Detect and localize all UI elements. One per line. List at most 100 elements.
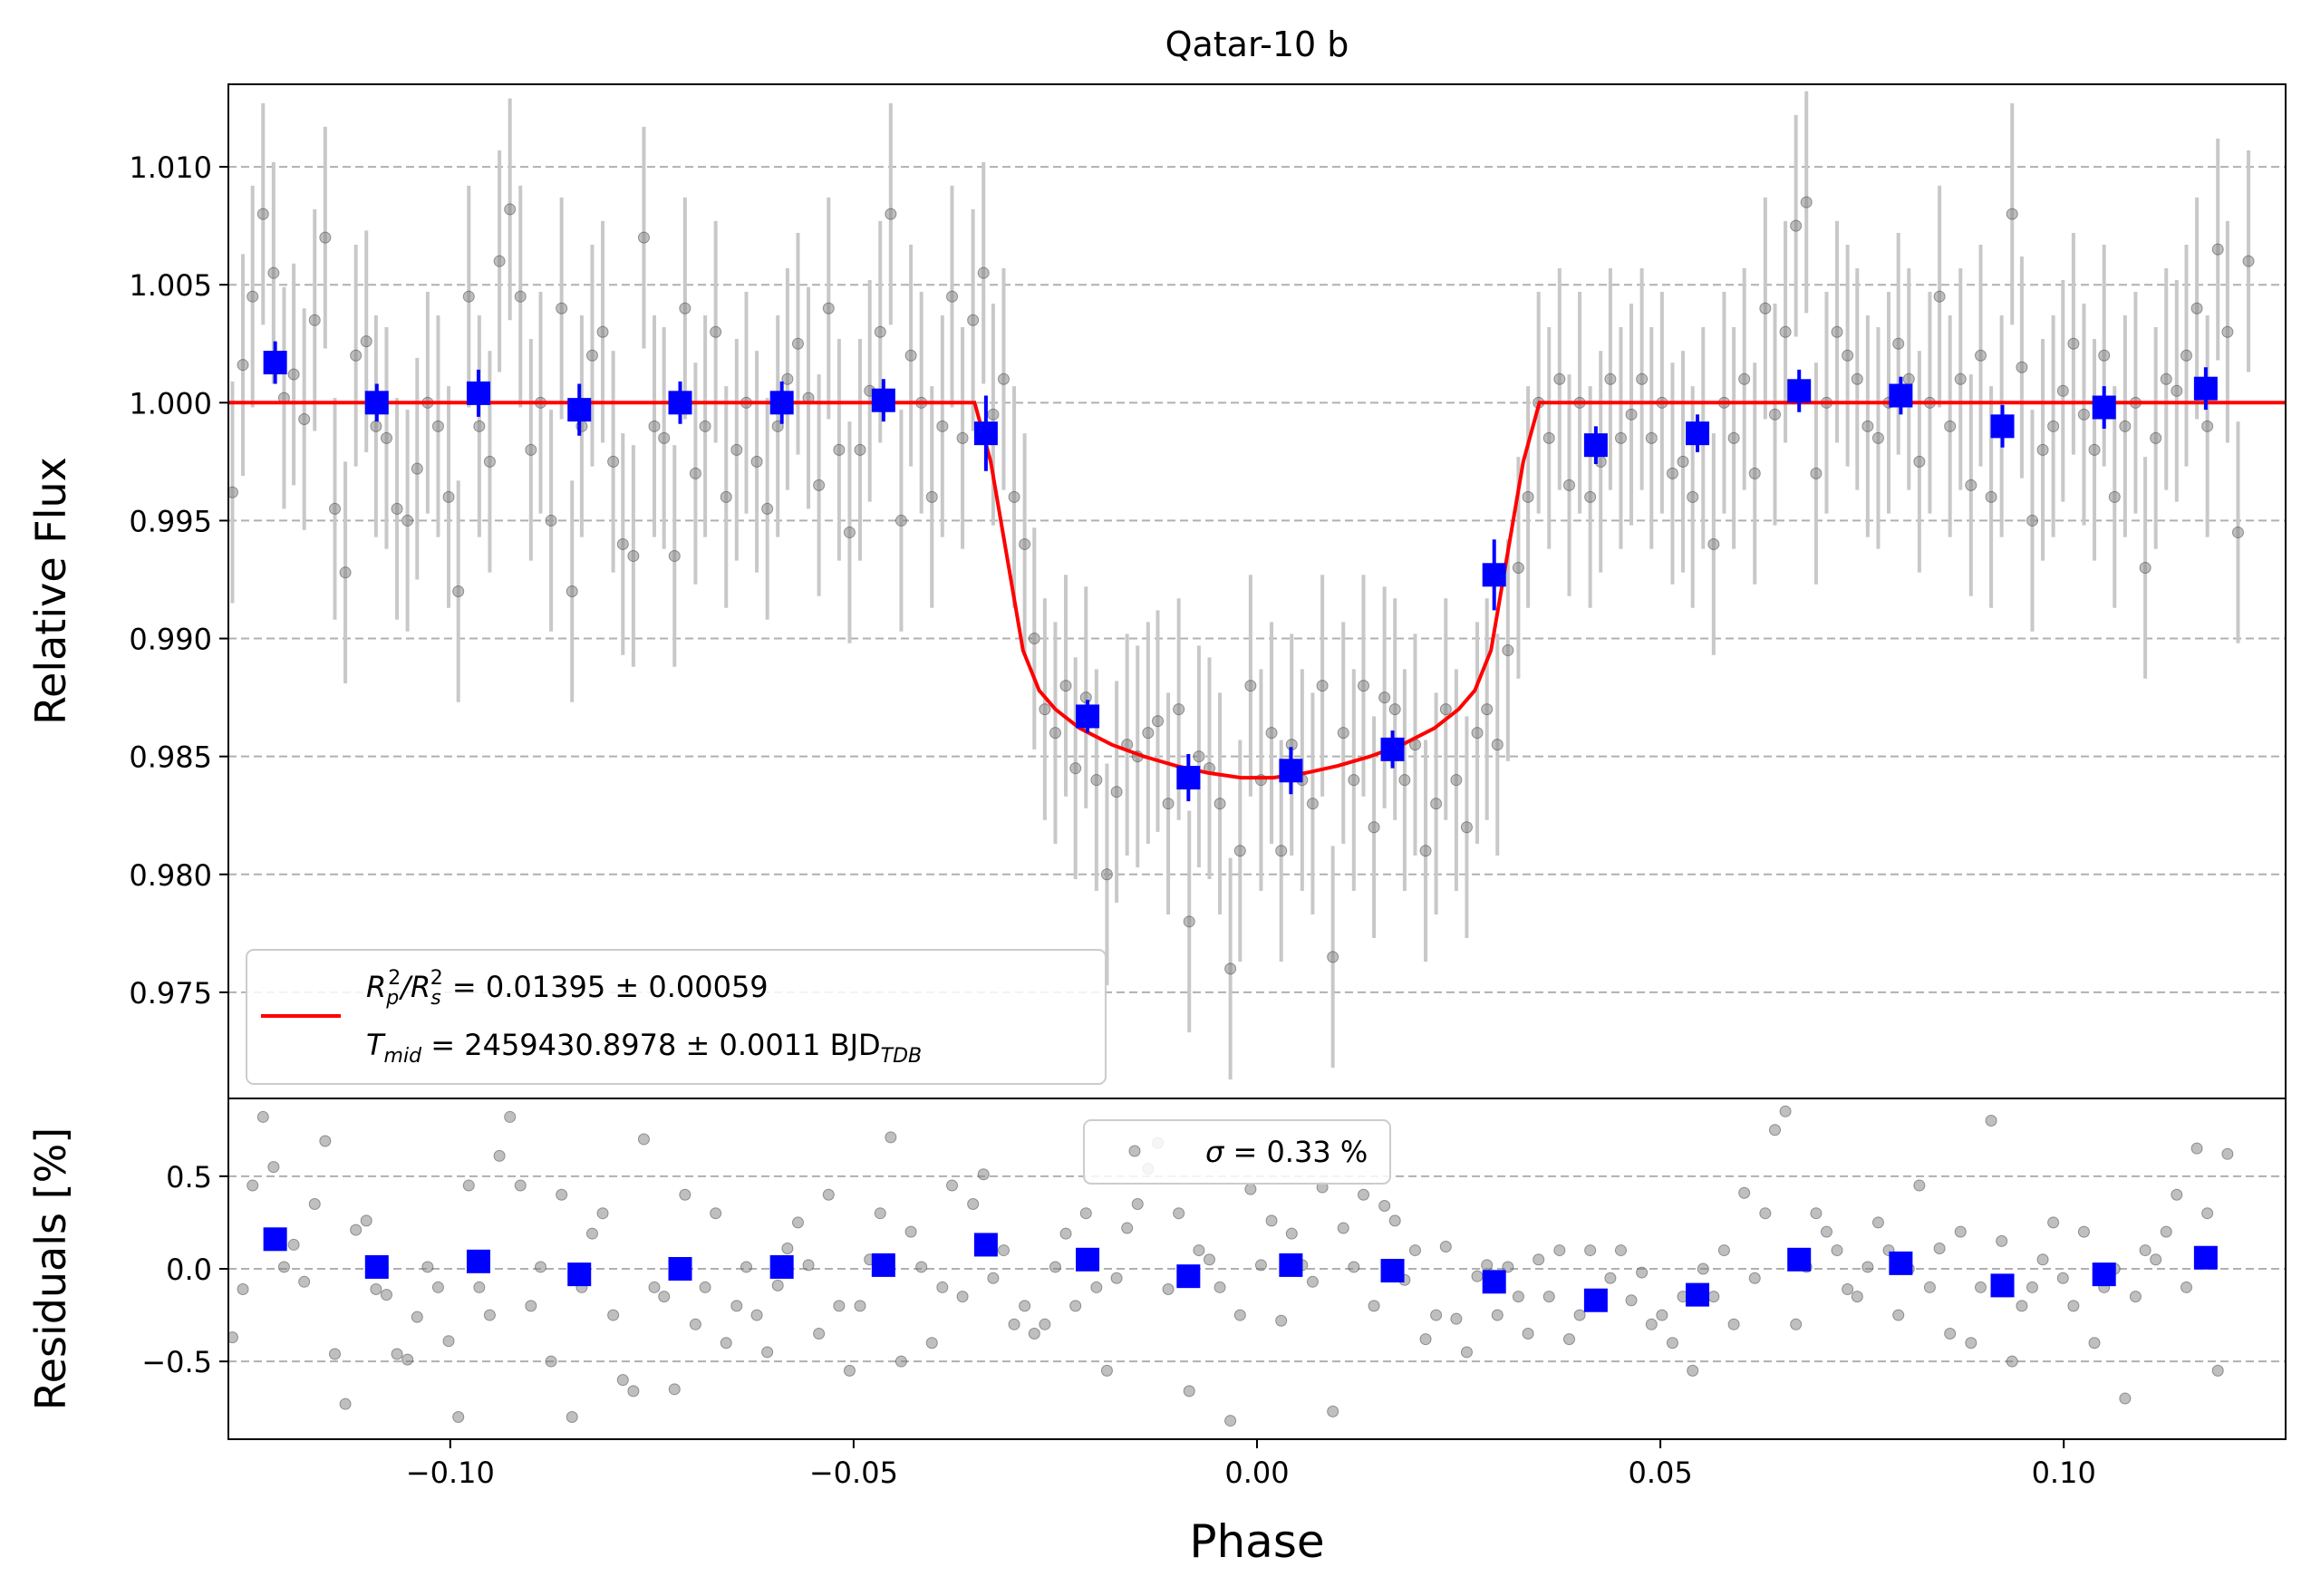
residuals-raw-point <box>421 1261 434 1273</box>
residuals-raw-point <box>1471 1270 1484 1282</box>
flux-raw-point <box>2067 337 2080 350</box>
residuals-raw-point <box>1233 1309 1246 1321</box>
residuals-raw-point <box>2119 1392 2132 1405</box>
flux-legend-tmid-text: Tmid = 2459430.8978 ± 0.0011 BJDTDB <box>366 1028 922 1068</box>
flux-raw-point <box>648 420 661 432</box>
residuals-binned-point <box>1990 1273 2015 1298</box>
residuals-raw-point <box>1327 1405 1339 1417</box>
residuals-raw-point <box>720 1337 732 1349</box>
residuals-raw-point <box>1533 1253 1545 1266</box>
residuals-binned-point <box>364 1254 389 1279</box>
flux-raw-point <box>987 408 1000 421</box>
flux-raw-point <box>1028 633 1040 645</box>
residuals-raw-point <box>781 1243 794 1255</box>
residuals-raw-point <box>391 1348 403 1360</box>
residuals-raw-point <box>2026 1281 2038 1293</box>
flux-raw-point <box>1902 372 1915 385</box>
flux-raw-point <box>391 502 403 515</box>
flux-raw-point <box>350 349 363 362</box>
flux-raw-point <box>1090 774 1103 787</box>
flux-binned-point <box>1889 383 1913 408</box>
flux-raw-point <box>1183 915 1195 928</box>
residuals-raw-point <box>2056 1272 2069 1284</box>
residuals-raw-point <box>2201 1207 2214 1220</box>
flux-y-label: Relative Flux <box>26 457 75 725</box>
residuals-raw-point <box>360 1214 372 1227</box>
flux-raw-point <box>401 514 414 527</box>
residuals-raw-point <box>1933 1243 1946 1255</box>
flux-raw-point <box>2047 420 2060 432</box>
residuals-raw-point <box>493 1149 506 1162</box>
residuals-raw-point <box>2211 1364 2224 1377</box>
flux-raw-point <box>1419 845 1432 857</box>
residuals-raw-point <box>1996 1234 2008 1247</box>
residuals-raw-point <box>237 1282 249 1295</box>
flux-legend-depth-text: Rp2/Rs2 = 0.01395 ± 0.00059 <box>366 967 769 1010</box>
flux-raw-point <box>791 337 804 350</box>
flux-raw-point <box>1584 490 1597 503</box>
residuals-raw-point <box>730 1300 743 1312</box>
residuals-raw-point <box>1697 1262 1709 1275</box>
residuals-raw-point <box>791 1216 804 1229</box>
flux-raw-point <box>2150 431 2162 444</box>
flux-y-tick-label: 0.975 <box>129 976 212 1011</box>
residuals-raw-point <box>1131 1197 1144 1210</box>
residuals-binned-point <box>871 1253 895 1277</box>
residuals-raw-point <box>2067 1300 2080 1312</box>
flux-raw-point <box>1368 821 1380 834</box>
flux-raw-point <box>1059 680 1072 692</box>
flux-raw-point <box>2006 208 2018 220</box>
flux-raw-point <box>946 290 959 303</box>
flux-y-tick-label: 1.005 <box>129 268 212 303</box>
residuals-raw-point <box>1008 1318 1020 1330</box>
residuals-raw-point <box>925 1337 938 1349</box>
flux-raw-point <box>2098 349 2111 362</box>
residuals-raw-point <box>2190 1142 2203 1155</box>
residuals-raw-point <box>1079 1207 1092 1220</box>
flux-raw-point <box>1677 455 1689 468</box>
residuals-raw-point <box>504 1110 517 1123</box>
residuals-raw-point <box>452 1410 465 1423</box>
residuals-raw-point <box>525 1300 537 1312</box>
residuals-raw-point <box>637 1133 650 1146</box>
residuals-raw-point <box>1707 1291 1720 1303</box>
residuals-raw-point <box>1727 1318 1740 1330</box>
x-tick-label: 0.05 <box>1628 1456 1692 1490</box>
flux-raw-point <box>1944 420 1957 432</box>
residuals-raw-point <box>1193 1244 1205 1257</box>
flux-raw-point <box>1142 727 1155 740</box>
flux-raw-point <box>1553 372 1566 385</box>
flux-raw-point <box>1481 703 1494 716</box>
residuals-raw-point <box>1039 1318 1051 1330</box>
residuals-raw-point <box>977 1168 990 1181</box>
residuals-raw-point <box>256 1110 269 1123</box>
residuals-raw-point <box>822 1188 835 1201</box>
flux-raw-point <box>473 420 486 432</box>
residuals-panel: 0.5 0.0 −0.5 −0.10 −0.05 0.00 0.05 0.10 Residu… <box>26 1098 2287 1568</box>
residuals-raw-point <box>843 1364 856 1377</box>
residuals-raw-point <box>2160 1225 2172 1238</box>
flux-raw-point <box>904 349 917 362</box>
flux-raw-point <box>596 325 609 338</box>
flux-y-ticks: 1.010 1.005 1.000 0.995 0.990 0.985 0.980 0.975 <box>129 150 228 1011</box>
residuals-raw-point <box>1254 1259 1267 1272</box>
residuals-raw-point <box>771 1279 784 1291</box>
flux-raw-point <box>1019 537 1031 550</box>
flux-raw-point <box>2036 443 2049 456</box>
flux-raw-point <box>1645 431 1658 444</box>
residuals-raw-point <box>1965 1337 1977 1349</box>
flux-raw-point <box>833 443 846 456</box>
residuals-raw-point <box>585 1227 598 1240</box>
residuals-binned-point <box>263 1227 287 1252</box>
residuals-y-label: Residuals [%] <box>26 1127 75 1410</box>
residuals-raw-point <box>1460 1346 1473 1359</box>
residuals-raw-point <box>854 1300 866 1312</box>
residuals-raw-point <box>1871 1216 1884 1229</box>
residuals-raw-point <box>1502 1261 1514 1273</box>
flux-raw-point <box>237 359 249 372</box>
residuals-raw-point <box>689 1318 701 1330</box>
residuals-raw-point <box>1553 1244 1566 1257</box>
residuals-raw-point <box>1923 1281 1936 1293</box>
residuals-raw-point <box>616 1374 629 1387</box>
